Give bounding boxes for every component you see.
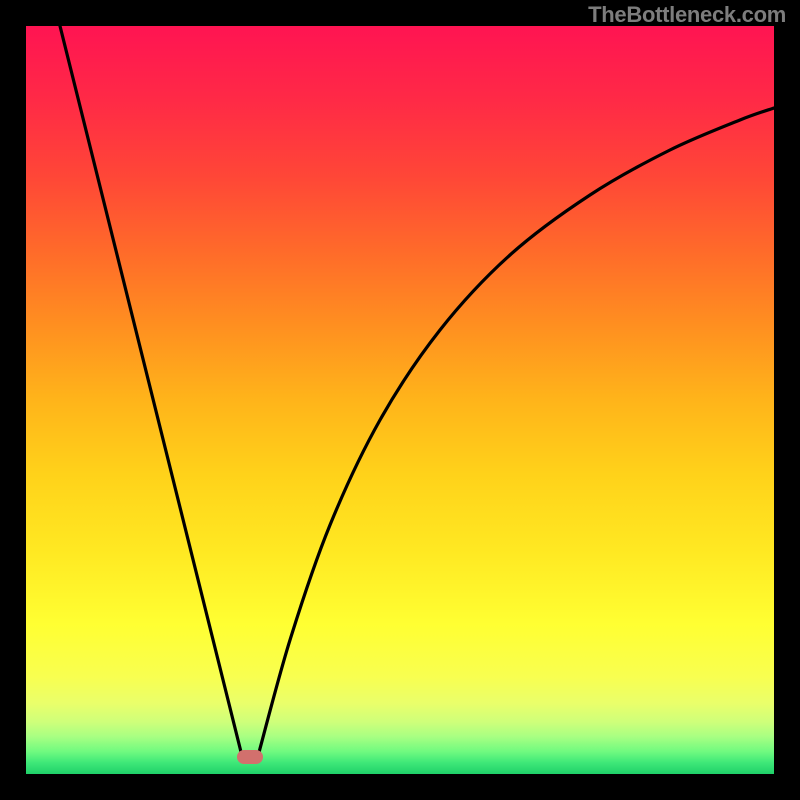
optimum-marker [237, 750, 263, 764]
chart-frame: TheBottleneck.com [0, 0, 800, 800]
bottleneck-chart [0, 0, 800, 800]
gradient-background [26, 26, 774, 774]
